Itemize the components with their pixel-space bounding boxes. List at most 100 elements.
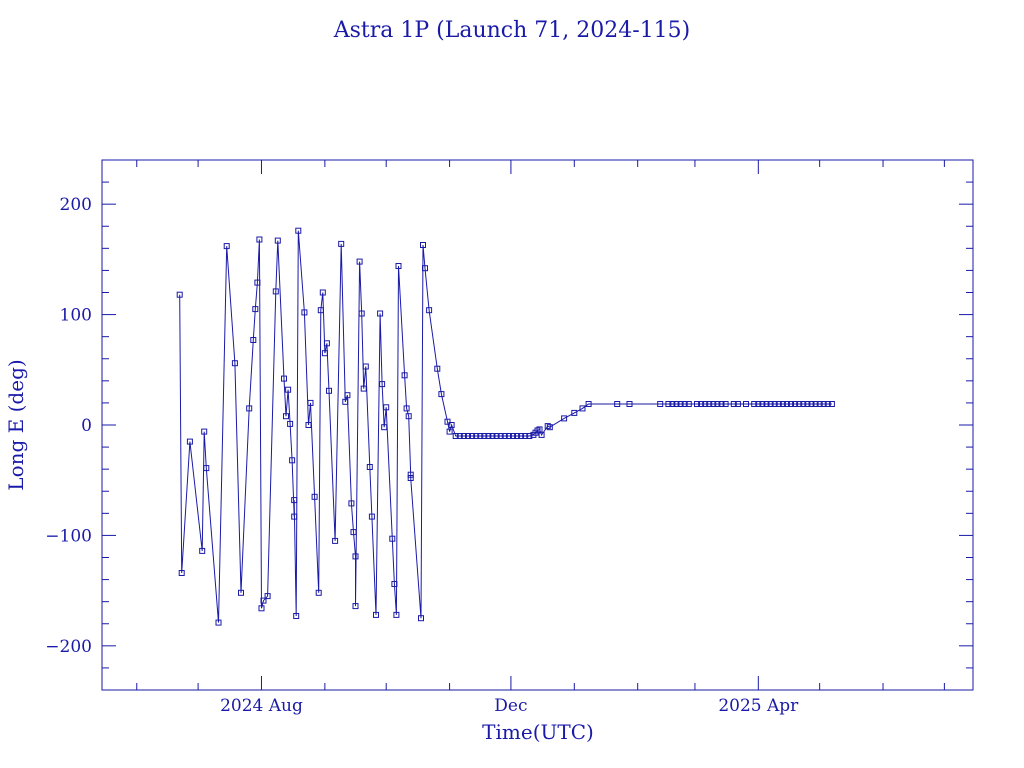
data-point: [718, 401, 725, 407]
y-tick-label: 0: [81, 416, 92, 436]
data-point: [779, 401, 786, 407]
x-tick-label: 2025 Apr: [718, 696, 799, 716]
x-axis: 2024 Aug Dec 2025 Apr: [136, 160, 945, 716]
data-point: [702, 401, 709, 407]
data-point: [816, 401, 823, 407]
data-point: [514, 433, 521, 439]
data-point: [452, 433, 459, 439]
data-point: [420, 242, 426, 248]
data-point: [722, 401, 729, 407]
x-tick-label: Dec: [494, 696, 527, 716]
data-point: [796, 401, 803, 407]
data-point: [485, 433, 492, 439]
data-point: [698, 401, 705, 407]
data-point: [465, 433, 471, 439]
plot-frame: [101, 159, 974, 691]
data-point: [295, 227, 302, 234]
data-point: [246, 405, 253, 412]
data-point: [771, 401, 778, 407]
data-point: [657, 401, 664, 407]
data-point: [285, 386, 292, 393]
series-layer: [176, 227, 835, 626]
data-point: [538, 431, 545, 438]
data-point: [673, 401, 680, 407]
data-point: [356, 258, 363, 265]
data-point: [301, 309, 308, 316]
data-point: [264, 593, 271, 600]
data-point: [493, 433, 500, 439]
data-point: [710, 401, 717, 407]
data-point: [763, 401, 770, 407]
y-axis-label: Long E (deg): [4, 359, 28, 490]
data-point: [305, 422, 312, 428]
data-point: [614, 401, 621, 407]
data-point: [338, 240, 345, 247]
data-point: [714, 401, 721, 407]
data-point: [319, 289, 326, 296]
data-point: [368, 513, 375, 520]
data-point: [393, 611, 400, 618]
data-point: [626, 401, 633, 407]
data-point: [751, 401, 758, 407]
data-point: [546, 424, 553, 431]
data-point: [176, 291, 183, 298]
data-point: [379, 381, 386, 388]
series-line: [179, 230, 832, 623]
data-point: [395, 263, 402, 269]
data-point: [352, 603, 359, 610]
data-point: [358, 310, 365, 317]
data-point: [201, 428, 208, 435]
data-point: [321, 350, 328, 357]
data-point: [561, 415, 568, 422]
data-point: [438, 391, 445, 398]
data-point: [767, 401, 774, 407]
data-point: [422, 265, 428, 272]
data-point: [405, 413, 412, 420]
data-point: [373, 611, 379, 618]
data-point: [256, 236, 263, 243]
data-point: [579, 405, 586, 412]
data-point: [344, 392, 351, 399]
data-point: [518, 433, 525, 439]
data-point: [291, 513, 298, 520]
data-point: [481, 433, 488, 439]
data-point: [800, 401, 807, 407]
y-tick-label: 200: [60, 195, 92, 215]
data-point: [215, 619, 222, 626]
data-point: [820, 401, 827, 407]
data-point: [792, 401, 799, 407]
data-point: [526, 433, 533, 439]
data-point: [418, 615, 424, 622]
data-point: [804, 401, 811, 407]
data-point: [401, 372, 408, 379]
data-point: [231, 360, 238, 367]
data-point: [252, 306, 259, 313]
data-point: [178, 570, 185, 576]
x-axis-label: Time(UTC): [482, 720, 594, 744]
data-point: [381, 424, 388, 431]
data-point: [287, 420, 294, 427]
data-point: [669, 401, 676, 407]
data-point: [362, 363, 369, 370]
data-point: [743, 401, 749, 407]
data-point: [315, 589, 322, 596]
data-point: [323, 340, 330, 347]
data-point: [759, 401, 766, 407]
data-point: [706, 401, 713, 407]
data-point: [571, 409, 578, 416]
data-point: [291, 497, 298, 504]
data-point: [460, 433, 467, 439]
data-point: [730, 401, 737, 407]
data-point: [360, 385, 367, 392]
data-point: [426, 307, 433, 314]
data-point: [258, 605, 265, 612]
data-point: [497, 433, 504, 439]
data-point: [812, 401, 819, 407]
y-tick-label: 100: [60, 306, 92, 326]
data-point: [489, 433, 496, 439]
data-point: [366, 464, 373, 470]
data-point: [505, 433, 512, 439]
data-point: [293, 613, 300, 619]
data-point: [469, 433, 476, 439]
